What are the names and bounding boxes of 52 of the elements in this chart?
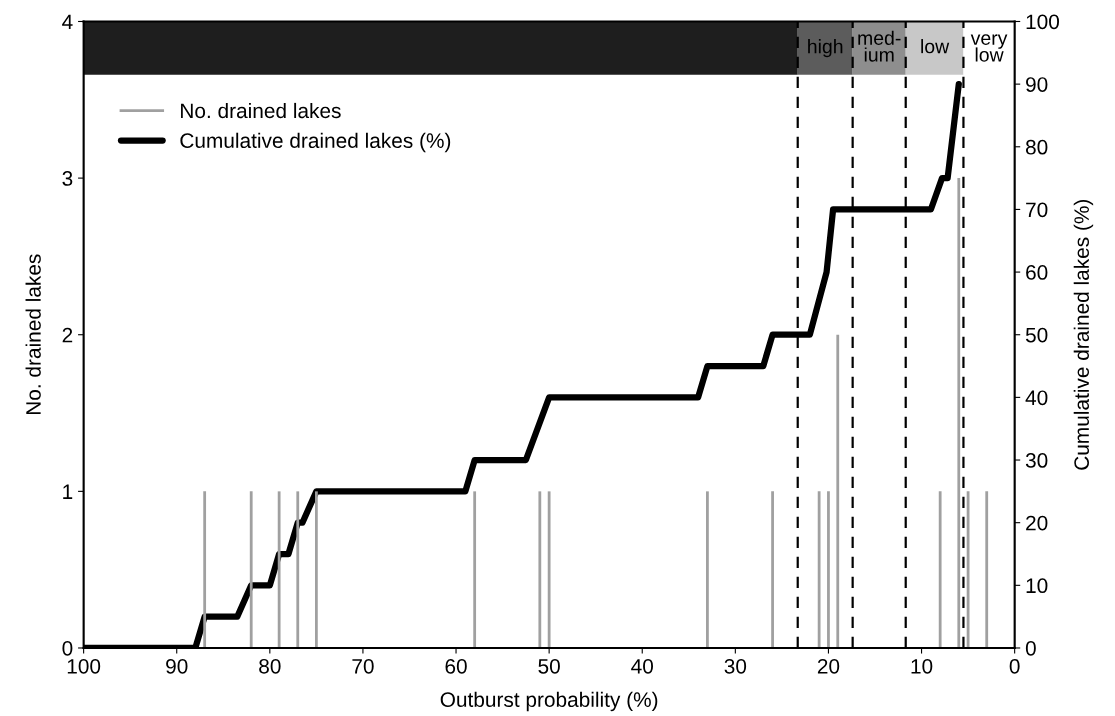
- y2-tick-label: 60: [1026, 265, 1048, 280]
- bar: [706, 491, 709, 648]
- bar: [314, 491, 318, 648]
- y2-tick-label: 90: [1026, 77, 1048, 92]
- band-label: med- ium: [858, 30, 901, 62]
- x-tick-label: 30: [724, 658, 747, 674]
- bar: [538, 491, 542, 648]
- y2-tick-label: 100: [1026, 14, 1060, 30]
- x-tick-label: 90: [166, 658, 188, 674]
- y2-tick-label: 50: [1025, 327, 1048, 343]
- bar: [296, 491, 300, 648]
- bar: [938, 491, 942, 648]
- x-tick-label: 20: [817, 658, 840, 674]
- bar: [547, 491, 551, 648]
- y2-tick-label: 30: [1025, 453, 1048, 468]
- legend-label: No. drained lakes: [181, 102, 341, 119]
- bar: [203, 491, 207, 648]
- x-tick-label: 80: [259, 658, 281, 674]
- bar: [836, 334, 840, 648]
- y2-tick-label: 10: [1026, 578, 1048, 594]
- band-label: low: [921, 39, 950, 54]
- x-tick-label: 70: [352, 658, 374, 674]
- bar: [771, 491, 774, 648]
- bar: [473, 491, 477, 648]
- y2-axis-title: Cumulative drained lakes (%): [1073, 199, 1094, 470]
- y-tick-label: 2: [62, 327, 73, 343]
- x-tick-label: 10: [911, 658, 933, 674]
- bar: [827, 491, 830, 648]
- y2-tick-label: 80: [1025, 139, 1048, 155]
- y-tick-label: 3: [62, 171, 73, 186]
- bar: [249, 491, 253, 648]
- legend-label: Cumulative drained lakes (%): [180, 132, 451, 153]
- x-tick-label: 50: [538, 658, 560, 674]
- band-label: very low: [970, 34, 1008, 62]
- band-label: high: [808, 39, 843, 58]
- bar: [277, 491, 281, 648]
- x-tick-label: 40: [631, 658, 654, 674]
- y2-tick-label: 20: [1026, 515, 1048, 531]
- y2-tick-label: 40: [1025, 390, 1048, 406]
- bar: [957, 178, 961, 648]
- y2-tick-label: 0: [1025, 640, 1036, 656]
- bar: [985, 491, 989, 648]
- x-tick-label: 60: [445, 658, 467, 674]
- x-tick-label: 100: [67, 658, 101, 674]
- y-axis-title: No. drained lakes: [25, 254, 41, 415]
- y2-tick-label: 70: [1026, 202, 1048, 218]
- x-axis-title: Outburst probability (%): [440, 691, 658, 712]
- y-tick-label: 4: [62, 14, 73, 30]
- y-tick-label: 0: [62, 640, 73, 656]
- x-tick-label: 0: [1009, 658, 1020, 674]
- bar: [817, 491, 821, 648]
- y-tick-label: 1: [63, 484, 73, 499]
